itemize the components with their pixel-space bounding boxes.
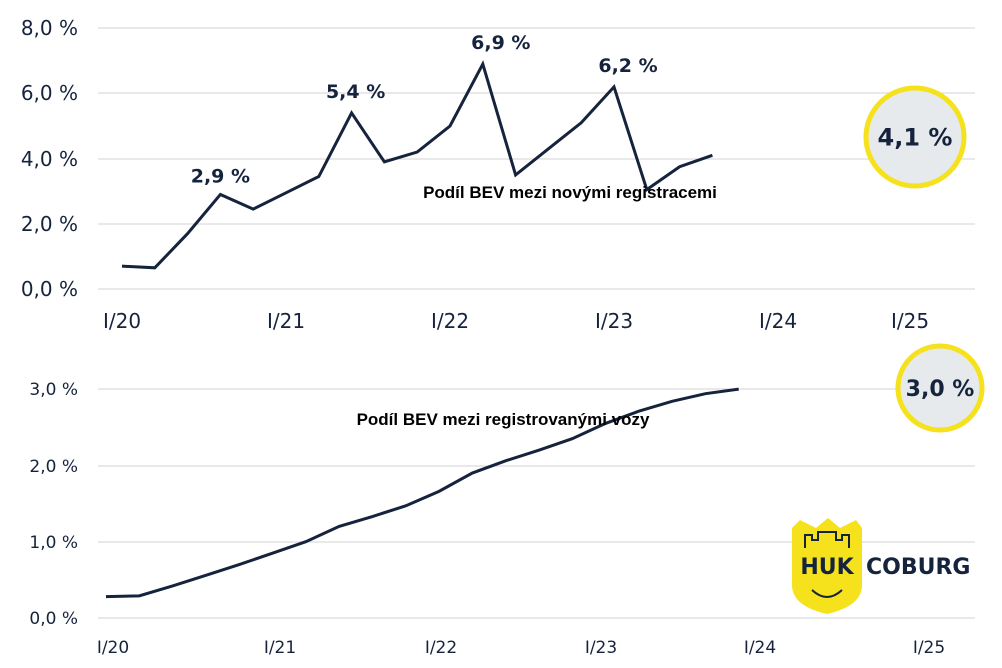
logo-text: COBURG	[866, 555, 970, 580]
y-tick-label: 1,0 %	[29, 533, 78, 553]
series-line	[105, 387, 739, 599]
y-tick-label: 8,0 %	[21, 16, 78, 40]
series-line	[121, 60, 713, 270]
x-tick-label: I/23	[595, 309, 633, 333]
x-tick-label: I/20	[97, 638, 129, 658]
highlight-badge	[863, 85, 967, 189]
logo-arc	[811, 589, 843, 598]
data-label: 5,4 %	[326, 81, 385, 103]
highlight-value: 4,1 %	[878, 124, 953, 152]
y-tick-label: 3,0 %	[29, 380, 78, 400]
x-tick-label: I/21	[264, 638, 296, 658]
data-label: 2,9 %	[191, 165, 250, 187]
castle-icon	[804, 531, 850, 548]
chart-1: 0,0 % 2,0 % 4,0 % 6,0 % 8,0 % I/20 I/21 I/22 I/2…	[21, 16, 975, 333]
highlight-value: 3,0 %	[906, 377, 975, 402]
chart-2: 0,0 % 1,0 % 2,0 % 3,0 % I/20 I/21 I/22 I/23 I/24…	[29, 343, 985, 658]
x-tick-label: I/20	[103, 309, 141, 333]
y-tick-label: 2,0 %	[29, 457, 78, 477]
y-tick-label: 0,0 %	[29, 609, 78, 629]
x-tick-label: I/25	[891, 309, 929, 333]
y-tick-label: 2,0 %	[21, 212, 78, 236]
huk-coburg-logo: HUK COBURG	[792, 518, 970, 614]
shield-icon	[792, 518, 862, 614]
x-tick-label: I/22	[425, 638, 457, 658]
x-tick-label: I/21	[267, 309, 305, 333]
x-tick-label: I/23	[585, 638, 617, 658]
data-label: 6,2 %	[598, 55, 657, 77]
y-tick-label: 6,0 %	[21, 81, 78, 105]
logo-brand: HUK	[800, 555, 854, 580]
y-tick-label: 4,0 %	[21, 147, 78, 171]
chart-title: Podíl BEV mezi registrovanými vozy	[357, 410, 650, 429]
x-tick-label: I/22	[431, 309, 469, 333]
y-tick-label: 0,0 %	[21, 277, 78, 301]
highlight-badge	[895, 343, 985, 433]
chart-title: Podíl BEV mezi novými registracemi	[423, 183, 717, 202]
x-tick-label: I/25	[913, 638, 945, 658]
x-tick-label: I/24	[759, 309, 797, 333]
data-label: 6,9 %	[471, 32, 530, 54]
x-tick-label: I/24	[744, 638, 776, 658]
